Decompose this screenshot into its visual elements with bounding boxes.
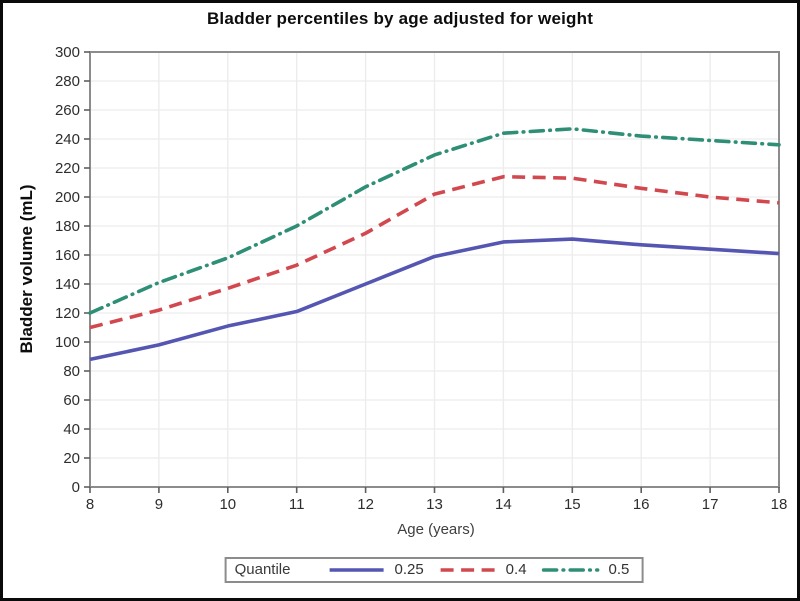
- x-tick-label: 15: [564, 496, 581, 513]
- legend-title: Quantile: [234, 561, 291, 578]
- legend-swatch-dashed-line: [440, 567, 495, 572]
- legend: Quantile 0.25 0.4 0.5: [224, 557, 644, 583]
- legend-entry-label: 0.5: [608, 561, 630, 578]
- legend-swatch-dashdot-line: [541, 567, 600, 572]
- series-line-0.25: [89, 237, 780, 362]
- y-tick-label: 0: [72, 479, 80, 496]
- legend-item-quantile-025: 0.25: [327, 561, 424, 578]
- y-tick-label: 240: [55, 131, 80, 148]
- y-tick-label: 140: [55, 276, 80, 293]
- x-tick-label: 12: [357, 496, 374, 513]
- y-tick-label: 40: [63, 421, 80, 438]
- legend-entry-label: 0.4: [505, 561, 527, 578]
- x-tick-label: 18: [771, 496, 788, 513]
- x-tick-label: 17: [702, 496, 719, 513]
- y-tick-label: 160: [55, 247, 80, 264]
- x-tick-label: 14: [495, 496, 512, 513]
- x-tick-label: 10: [219, 496, 236, 513]
- y-tick-label: 280: [55, 73, 80, 90]
- chart-title: Bladder percentiles by age adjusted for …: [206, 9, 594, 28]
- y-tick-label: 220: [55, 160, 80, 177]
- y-tick-label: 120: [55, 305, 80, 322]
- series-line-0.4: [89, 174, 780, 330]
- y-tick-label: 260: [55, 102, 80, 119]
- x-tick-label: 9: [155, 496, 163, 513]
- x-tick-label: 11: [289, 496, 305, 513]
- y-tick-label: 60: [63, 392, 80, 409]
- y-tick-label: 20: [63, 450, 80, 467]
- legend-entry-label: 0.25: [394, 561, 424, 578]
- series-line-0.5: [88, 127, 781, 315]
- y-tick-label: 300: [55, 44, 80, 61]
- legend-swatch-solid-line: [329, 567, 384, 572]
- x-tick-label: 8: [86, 496, 94, 513]
- legend-item-quantile-05: 0.5: [541, 561, 630, 578]
- y-tick-label: 200: [55, 189, 80, 206]
- x-axis-title: Age (years): [397, 521, 475, 538]
- x-tick-label: 16: [633, 496, 650, 513]
- legend-item-quantile-04: 0.4: [439, 561, 527, 578]
- y-tick-label: 100: [55, 334, 80, 351]
- x-tick-label: 13: [426, 496, 443, 513]
- y-tick-label: 180: [55, 218, 80, 235]
- y-tick-label: 80: [63, 363, 80, 380]
